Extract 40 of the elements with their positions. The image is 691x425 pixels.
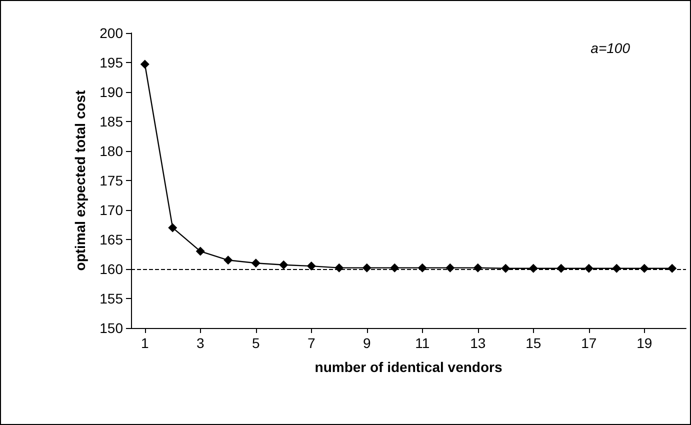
point bbox=[446, 263, 455, 272]
x-tick-label: 1 bbox=[140, 335, 149, 351]
x-tick-label: 3 bbox=[196, 335, 204, 351]
y-tick-label: 200 bbox=[100, 25, 124, 41]
annotation: a=100 bbox=[590, 40, 630, 56]
point bbox=[251, 258, 260, 268]
y-tick-label: 165 bbox=[100, 232, 124, 248]
point bbox=[334, 263, 344, 272]
point bbox=[390, 263, 400, 272]
point bbox=[473, 263, 482, 272]
x-tick-label: 13 bbox=[470, 335, 486, 351]
point bbox=[224, 256, 233, 265]
x-tick-label: 17 bbox=[581, 335, 597, 351]
x-tick-label: 9 bbox=[362, 335, 371, 351]
point bbox=[279, 260, 288, 270]
point bbox=[362, 263, 372, 272]
y-axis-title: optimal expected total cost bbox=[72, 90, 88, 271]
point bbox=[501, 264, 510, 273]
x-tick-label: 15 bbox=[526, 335, 542, 351]
x-tick-label: 5 bbox=[252, 335, 260, 351]
x-tick-label: 19 bbox=[636, 335, 652, 351]
y-tick-label: 175 bbox=[100, 172, 124, 188]
point bbox=[668, 264, 677, 273]
point bbox=[418, 263, 427, 272]
y-tick-label: 155 bbox=[100, 290, 124, 306]
point bbox=[306, 262, 316, 271]
x-tick-label: 7 bbox=[307, 335, 316, 351]
point bbox=[168, 223, 178, 232]
y-tick-label: 180 bbox=[100, 143, 124, 159]
x-axis-title: number of identical vendors bbox=[314, 359, 502, 375]
x-tick-label: 11 bbox=[415, 335, 430, 351]
y-tick-label: 160 bbox=[100, 261, 124, 277]
y-tick-label: 190 bbox=[100, 84, 124, 100]
point bbox=[584, 264, 594, 273]
y-tick-label: 150 bbox=[100, 320, 124, 336]
y-tick-label: 170 bbox=[100, 202, 124, 218]
y-tick-label: 185 bbox=[100, 114, 124, 130]
y-tick-label: 195 bbox=[100, 54, 124, 70]
point bbox=[140, 60, 150, 69]
point bbox=[196, 246, 205, 256]
